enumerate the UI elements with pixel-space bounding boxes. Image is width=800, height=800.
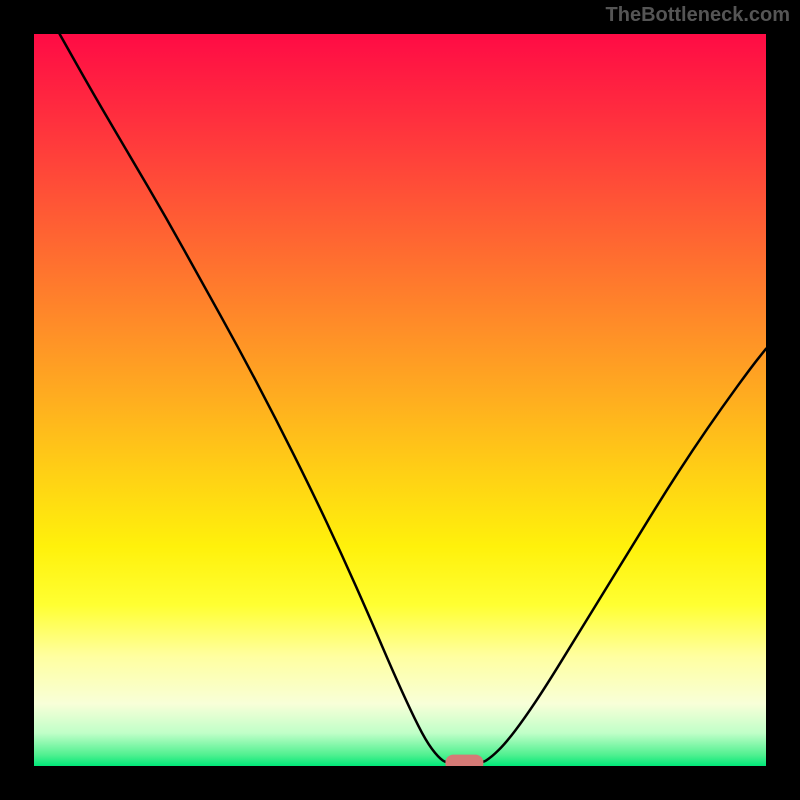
chart-container: TheBottleneck.com bbox=[0, 0, 800, 800]
watermark-text: TheBottleneck.com bbox=[606, 4, 790, 27]
bottleneck-chart bbox=[0, 0, 800, 800]
gradient-background bbox=[34, 34, 766, 766]
